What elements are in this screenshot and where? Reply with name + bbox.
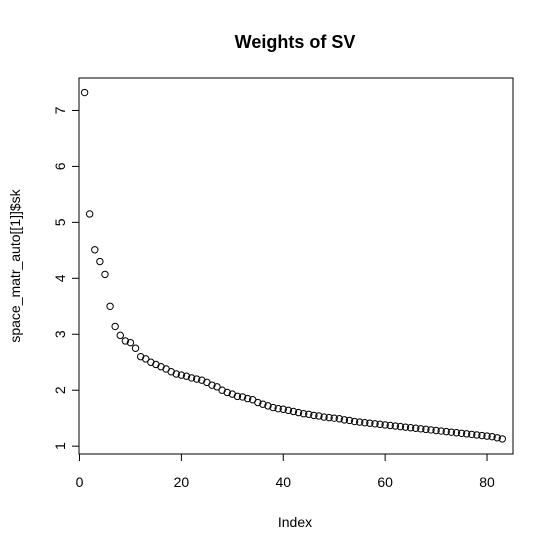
data-point bbox=[111, 322, 119, 331]
data-point bbox=[254, 398, 262, 407]
data-point bbox=[294, 408, 303, 417]
data-point bbox=[381, 421, 389, 429]
data-point bbox=[96, 257, 104, 266]
data-point bbox=[320, 413, 328, 421]
data-point bbox=[412, 424, 420, 432]
data-point bbox=[350, 417, 359, 426]
data-point bbox=[325, 413, 333, 422]
data-point bbox=[289, 407, 298, 416]
y-tick-label: 2 bbox=[52, 386, 68, 394]
data-point bbox=[391, 422, 400, 430]
data-point bbox=[432, 426, 440, 435]
data-point bbox=[279, 405, 287, 413]
data-point bbox=[274, 404, 282, 413]
y-tick-label: 1 bbox=[52, 442, 68, 450]
data-point bbox=[417, 425, 425, 433]
data-point bbox=[101, 270, 109, 279]
data-point bbox=[238, 393, 247, 401]
data-point bbox=[187, 374, 196, 382]
x-tick-label: 0 bbox=[76, 474, 84, 490]
data-point bbox=[208, 381, 216, 389]
y-tick-label: 6 bbox=[52, 162, 68, 170]
data-point bbox=[437, 427, 445, 435]
data-point bbox=[366, 419, 374, 427]
x-tick-label: 20 bbox=[174, 474, 190, 490]
data-point bbox=[172, 370, 180, 378]
data-point bbox=[259, 400, 267, 408]
data-point bbox=[116, 331, 124, 340]
data-point bbox=[401, 423, 410, 431]
data-point bbox=[223, 388, 231, 397]
data-point bbox=[142, 355, 150, 363]
data-point bbox=[498, 435, 507, 443]
data-point bbox=[182, 372, 191, 380]
data-point bbox=[386, 421, 394, 430]
data-point bbox=[345, 416, 354, 425]
y-axis: 1 2 3 4 5 6 7 bbox=[52, 106, 80, 450]
y-tick-label: 4 bbox=[52, 274, 68, 282]
data-point bbox=[447, 428, 456, 436]
data-point bbox=[442, 427, 450, 436]
data-point bbox=[284, 406, 293, 415]
data-point bbox=[213, 383, 221, 391]
y-axis-label: space_matr_auto[[1]]$sk bbox=[7, 188, 23, 342]
data-point bbox=[243, 394, 252, 403]
data-point bbox=[355, 418, 364, 426]
data-point bbox=[376, 420, 384, 429]
data-point bbox=[478, 431, 486, 440]
y-tick-label: 7 bbox=[52, 106, 68, 114]
data-point bbox=[457, 429, 466, 437]
plot-frame bbox=[78, 77, 514, 455]
data-point bbox=[131, 344, 140, 352]
x-tick-label: 40 bbox=[275, 474, 291, 490]
data-point bbox=[361, 418, 369, 427]
data-point bbox=[493, 434, 501, 442]
data-points bbox=[80, 88, 507, 443]
data-point bbox=[91, 246, 99, 254]
data-point bbox=[452, 429, 461, 437]
data-point bbox=[126, 338, 135, 347]
data-point bbox=[177, 371, 186, 379]
y-tick-label: 3 bbox=[52, 330, 68, 338]
data-point bbox=[264, 402, 272, 410]
data-point bbox=[80, 88, 89, 97]
data-point bbox=[468, 430, 476, 439]
data-point bbox=[85, 210, 94, 218]
data-point bbox=[106, 302, 114, 310]
x-axis: 0 20 40 60 80 bbox=[76, 453, 495, 490]
data-point bbox=[121, 337, 130, 345]
data-point bbox=[371, 420, 379, 428]
data-point bbox=[299, 410, 308, 418]
y-tick-label: 5 bbox=[52, 218, 68, 226]
data-point bbox=[462, 430, 471, 438]
data-point bbox=[310, 411, 318, 420]
data-point bbox=[335, 415, 343, 423]
x-axis-label: Index bbox=[278, 514, 312, 530]
x-tick-label: 60 bbox=[377, 474, 393, 490]
data-point bbox=[330, 414, 338, 422]
data-point bbox=[269, 403, 277, 412]
data-point bbox=[427, 426, 435, 434]
data-point bbox=[422, 425, 430, 434]
data-point bbox=[473, 431, 481, 439]
data-point bbox=[483, 432, 491, 440]
data-point bbox=[488, 432, 496, 441]
data-point bbox=[396, 422, 405, 431]
data-point bbox=[340, 416, 349, 424]
data-point bbox=[315, 412, 323, 420]
x-tick-label: 80 bbox=[479, 474, 495, 490]
data-point bbox=[406, 424, 415, 432]
data-point bbox=[192, 375, 201, 383]
data-point bbox=[233, 392, 242, 401]
data-point bbox=[305, 410, 313, 418]
chart-title: Weights of SV bbox=[235, 32, 356, 52]
